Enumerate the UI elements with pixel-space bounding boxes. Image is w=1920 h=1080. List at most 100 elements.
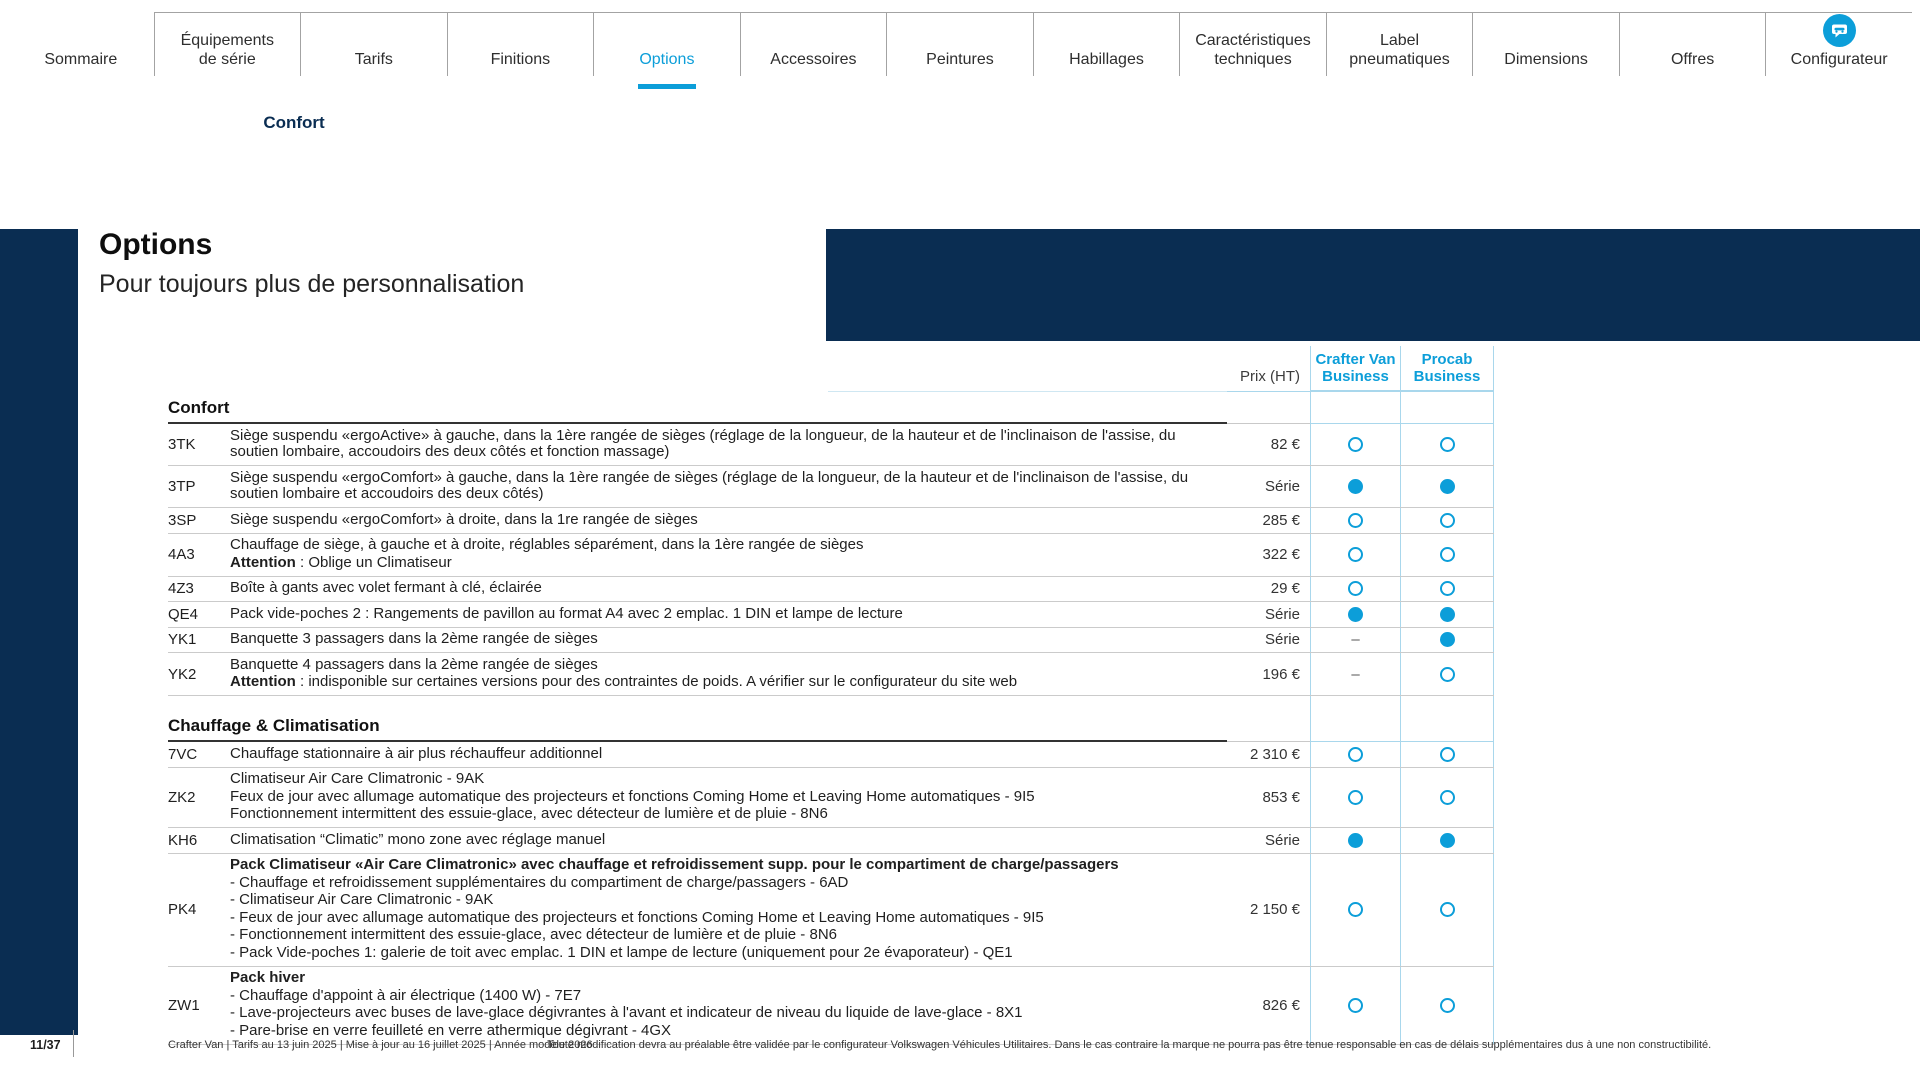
- tab-accessoires[interactable]: Accessoires: [739, 12, 887, 76]
- availability-procab-business: [1401, 602, 1494, 627]
- option-row-pk4: PK4 Pack Climatiseur «Air Care Climatroni…: [168, 853, 1494, 967]
- section-title-text: Confort: [168, 398, 230, 417]
- tab-peintures[interactable]: Peintures: [886, 12, 1033, 76]
- option-price: Série: [1264, 631, 1300, 649]
- price-column-header: Prix (HT): [1227, 346, 1310, 392]
- section-crafter-spacer: [1310, 392, 1401, 424]
- optional-equipment-mark: [1348, 512, 1363, 528]
- tab-sommaire[interactable]: Sommaire: [8, 12, 154, 76]
- availability-procab-business: [1401, 767, 1494, 827]
- option-price: 322 €: [1262, 546, 1300, 563]
- standard-equipment-mark: [1348, 606, 1363, 622]
- optional-equipment-mark: [1439, 902, 1455, 917]
- section-price-spacer: [1227, 392, 1310, 424]
- standard-equipment-mark: [1348, 832, 1363, 848]
- option-description: Siège suspendu «ergoComfort» à droite, d…: [230, 508, 1227, 533]
- option-price: 196 €: [1262, 665, 1300, 683]
- standard-equipment-mark: [1439, 479, 1455, 494]
- option-price: Série: [1264, 478, 1300, 495]
- optional-equipment-mark: [1439, 746, 1455, 762]
- option-code: ZK2: [168, 788, 196, 806]
- option-description: Boîte à gants avec volet fermant à clé, …: [230, 577, 1227, 602]
- option-description: Pack Climatiseur «Air Care Climatronic» …: [230, 854, 1227, 966]
- tab-equipements-de-serie[interactable]: Équipements de série: [153, 12, 301, 76]
- option-price: 826 €: [1262, 996, 1300, 1014]
- availability-crafter-van-business: –: [1310, 627, 1401, 652]
- table-section-chauffage-climatisation: Chauffage & Climatisation: [168, 696, 1494, 742]
- section-price-spacer: [1227, 696, 1310, 742]
- availability-crafter-van-business: [1310, 742, 1401, 767]
- optional-equipment-mark: [1348, 902, 1363, 917]
- description-line: - Fonctionnement intermittent des essuie…: [230, 926, 837, 943]
- description-line: Pack hiver: [230, 969, 306, 986]
- subnav-confort[interactable]: Confort: [263, 113, 325, 132]
- option-price: 29 €: [1270, 580, 1300, 598]
- description-line: Chauffage stationnaire à air plus réchau…: [230, 744, 603, 762]
- description-line: - Chauffage d'appoint à air électrique (…: [230, 986, 582, 1004]
- tab-label: Peintures: [926, 51, 994, 68]
- option-description: Siège suspendu «ergoComfort» à gauche, d…: [230, 466, 1227, 507]
- option-price: Série: [1264, 605, 1300, 623]
- availability-crafter-van-business: [1310, 853, 1401, 966]
- option-row-zk2: ZK2 Climatiseur Air Care Climatronic - 9A…: [168, 767, 1494, 828]
- tab-label: Configurateur: [1790, 51, 1888, 68]
- tab-finitions[interactable]: Finitions: [446, 12, 594, 76]
- availability-crafter-van-business: [1310, 966, 1401, 1044]
- option-description: Chauffage stationnaire à air plus réchau…: [230, 742, 1227, 767]
- option-row-zw1: ZW1 Pack hiver - Chauffage d'appoint à air…: [168, 966, 1494, 1045]
- standard-equipment-mark: [1439, 606, 1455, 622]
- availability-crafter-van-business: [1310, 767, 1401, 827]
- tab-label: Habillages: [1069, 51, 1144, 68]
- description-line: Banquette 4 passagers dans la 2ème rangé…: [230, 655, 598, 673]
- optional-equipment-mark: [1439, 997, 1455, 1013]
- tab-offres[interactable]: Offres: [1618, 12, 1766, 76]
- option-price: 2 310 €: [1249, 745, 1300, 763]
- tab-label-pneumatiques[interactable]: Label pneumatiques: [1325, 12, 1473, 76]
- option-price: 285 €: [1262, 511, 1300, 529]
- optional-equipment-mark: [1348, 547, 1363, 562]
- option-row-yk2: YK2 Banquette 4 passagers dans la 2ème ra…: [168, 653, 1494, 696]
- option-row-yk1: YK1 Banquette 3 passagers dans la 2ème ra…: [168, 627, 1494, 653]
- option-code: 7VC: [168, 745, 198, 763]
- description-line: Chauffage de siège, à gauche et à droite…: [230, 536, 864, 553]
- section-title: Chauffage & Climatisation: [168, 696, 1227, 742]
- description-line: Fonctionnement intermittent des essuie-g…: [230, 805, 828, 822]
- availability-procab-business: [1401, 576, 1494, 601]
- availability-crafter-van-business: [1310, 508, 1401, 533]
- description-line: - Chauffage et refroidissement supplémen…: [230, 873, 849, 891]
- availability-crafter-van-business: [1310, 602, 1401, 627]
- tab-habillages[interactable]: Habillages: [1032, 12, 1180, 76]
- option-row-7vc: 7VC Chauffage stationnaire à air plus réc…: [168, 742, 1494, 768]
- page-number: 11/37: [30, 1038, 61, 1052]
- optional-equipment-mark: [1348, 746, 1363, 762]
- tab-label: Accessoires: [770, 51, 857, 68]
- tab-caracteristiques-techniques[interactable]: Caractéristiques techniques: [1179, 12, 1326, 76]
- option-description: Pack hiver - Chauffage d'appoint à air él…: [230, 967, 1227, 1044]
- option-row-3tp: 3TP Siège suspendu «ergoComfort» à gauche…: [168, 466, 1494, 508]
- availability-crafter-van-business: [1310, 424, 1401, 465]
- footer-disclaimer: Toute modification devra au préalable êt…: [547, 1039, 1712, 1051]
- option-code: 3TK: [168, 436, 196, 453]
- availability-procab-business: [1401, 627, 1494, 652]
- availability-procab-business: [1401, 653, 1494, 695]
- description-line: Boîte à gants avec volet fermant à clé, …: [230, 579, 542, 596]
- section-title: Confort: [168, 392, 1227, 424]
- option-description: Siège suspendu «ergoActive» à gauche, da…: [230, 424, 1227, 465]
- option-code: YK2: [168, 665, 197, 683]
- tab-tarifs[interactable]: Tarifs: [300, 12, 447, 76]
- tab-dimensions[interactable]: Dimensions: [1472, 12, 1619, 76]
- tab-configurateur[interactable]: Configurateur: [1765, 12, 1912, 76]
- description-line: - Pare-brise en verre feuilleté en verre…: [230, 1021, 672, 1039]
- description-line: Climatisation “Climatic” mono zone avec …: [230, 830, 606, 848]
- description-line: Attention : Oblige un Climatiseur: [230, 553, 452, 571]
- description-line: - Lave-projecteurs avec buses de lave-gl…: [230, 1004, 1023, 1021]
- tab-options[interactable]: Options: [593, 12, 740, 76]
- standard-equipment-mark: [1439, 832, 1455, 848]
- option-description: Climatiseur Air Care Climatronic - 9AK Fe…: [230, 768, 1227, 828]
- optional-equipment-mark: [1348, 581, 1363, 597]
- option-code: ZW1: [168, 996, 200, 1014]
- standard-equipment-mark: [1439, 632, 1455, 648]
- description-line: Siège suspendu «ergoComfort» à droite, d…: [230, 510, 698, 528]
- table-header: Prix (HT) Crafter Van Business Procab Bu…: [168, 346, 1494, 392]
